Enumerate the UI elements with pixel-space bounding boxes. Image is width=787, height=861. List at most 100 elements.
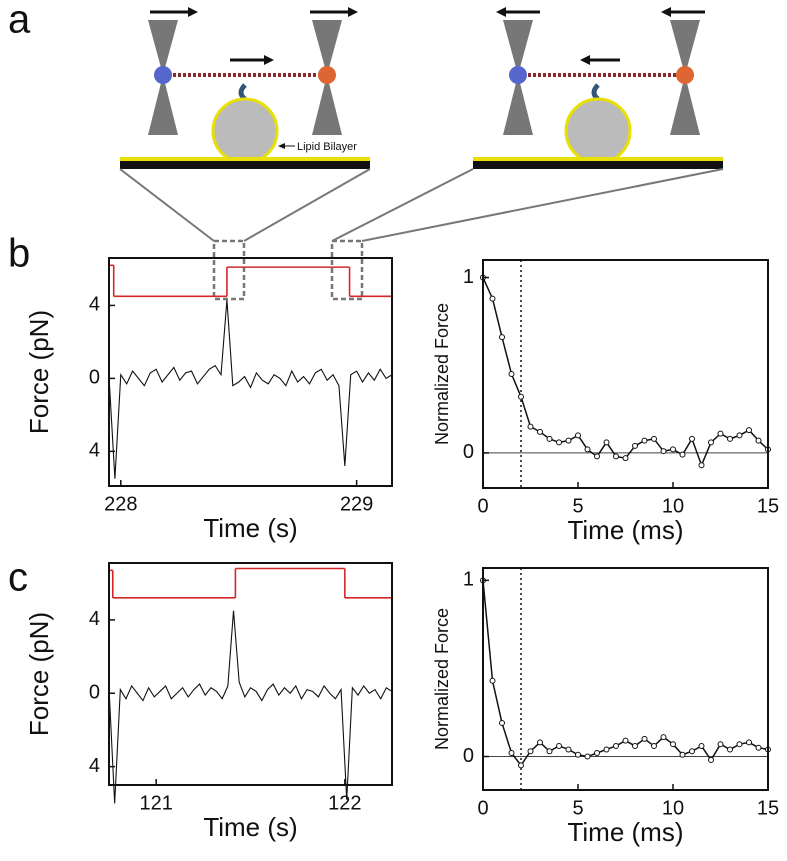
diagram-label: Lipid Bilayer [297, 141, 357, 153]
trace-line [108, 610, 393, 804]
data-point [518, 762, 524, 769]
x-tick-label: 122 [328, 792, 361, 814]
plot-frame [108, 257, 393, 487]
x-tick-label: 228 [104, 493, 137, 515]
data-point [689, 435, 695, 442]
y-tick-label: 0 [463, 441, 474, 463]
data-point [546, 748, 553, 755]
data-point [584, 446, 591, 453]
y-tick-label: 0 [463, 745, 474, 767]
data-point [660, 734, 667, 741]
data-point [584, 753, 591, 760]
data-point [632, 742, 638, 749]
y-tick-label: 4 [89, 608, 100, 630]
data-point [651, 435, 657, 442]
data-point [575, 432, 581, 439]
data-point [755, 437, 762, 444]
data-point [537, 428, 543, 435]
y-axis-label: Normalized Force [432, 303, 452, 445]
data-point [565, 746, 572, 753]
x-axis-label: Time (s) [203, 513, 297, 543]
x-tick-label: 10 [662, 797, 684, 819]
data-point [746, 739, 752, 746]
data-point [679, 751, 686, 758]
data-point [613, 453, 619, 460]
y-tick-label: 0 [89, 367, 100, 389]
diagram: Lipid Bilayer [119, 7, 724, 301]
y-axis-label: Force (pN) [24, 612, 54, 736]
data-point [708, 757, 714, 764]
data-point [489, 295, 496, 302]
data-point [527, 748, 534, 755]
data-point [518, 393, 524, 400]
y-axis-label: Normalized Force [432, 608, 452, 750]
data-point [755, 744, 762, 751]
data-point [641, 437, 648, 444]
data-point [527, 423, 534, 430]
data-point [698, 462, 705, 469]
data-point [727, 746, 733, 753]
data-point [613, 742, 619, 749]
data-point [565, 437, 572, 444]
data-point [736, 432, 743, 439]
data-point [660, 448, 667, 455]
data-point [698, 742, 705, 749]
trace-line [108, 299, 393, 479]
plot-frame [108, 562, 393, 786]
x-tick-label: 229 [340, 493, 373, 515]
x-tick-label: 0 [477, 495, 488, 517]
data-point [556, 742, 562, 749]
data-point [670, 741, 676, 748]
data-point [632, 442, 638, 449]
data-point [679, 451, 686, 458]
y-tick-label: 1 [463, 266, 474, 288]
panel-label: a [8, 0, 31, 42]
y-tick-label: 4 [89, 755, 100, 777]
y-axis-label: Force (pN) [24, 310, 54, 434]
data-point [717, 430, 724, 437]
data-point [651, 742, 657, 749]
data-point [670, 446, 676, 453]
data-point [508, 371, 515, 377]
data-point [489, 677, 496, 684]
x-tick-label: 15 [757, 797, 779, 819]
data-point [689, 748, 695, 755]
x-tick-label: 10 [662, 495, 684, 517]
x-tick-label: 5 [572, 797, 583, 819]
plot-frame [482, 567, 769, 791]
data-point [641, 735, 648, 742]
trace-line [482, 580, 769, 767]
data-point [499, 720, 505, 727]
data-point [508, 750, 515, 756]
data-point [575, 751, 581, 758]
data-point [622, 455, 629, 462]
x-tick-label: 121 [139, 792, 172, 814]
data-point [746, 427, 752, 434]
x-tick-label: 5 [572, 495, 583, 517]
x-tick-label: 15 [757, 495, 779, 517]
plot-frame [482, 259, 769, 489]
data-point [594, 453, 600, 460]
x-axis-label: Time (ms) [567, 817, 683, 847]
data-point [556, 439, 562, 446]
data-point [622, 737, 629, 744]
x-axis-label: Time (ms) [567, 515, 683, 545]
panel-label: b [8, 232, 30, 276]
data-point [717, 741, 724, 748]
data-point [708, 439, 714, 446]
data-point [736, 741, 743, 748]
data-point [727, 435, 733, 442]
data-point [594, 750, 600, 756]
y-tick-label: 4 [89, 294, 100, 316]
trace-line [482, 277, 769, 468]
x-tick-label: 0 [477, 797, 488, 819]
data-point [537, 739, 543, 746]
y-tick-label: 1 [463, 569, 474, 591]
panel-label: c [8, 556, 28, 600]
y-tick-label: 4 [89, 440, 100, 462]
y-tick-label: 0 [89, 682, 100, 704]
x-axis-label: Time (s) [203, 812, 297, 842]
data-point [546, 435, 553, 442]
data-point [603, 746, 610, 753]
